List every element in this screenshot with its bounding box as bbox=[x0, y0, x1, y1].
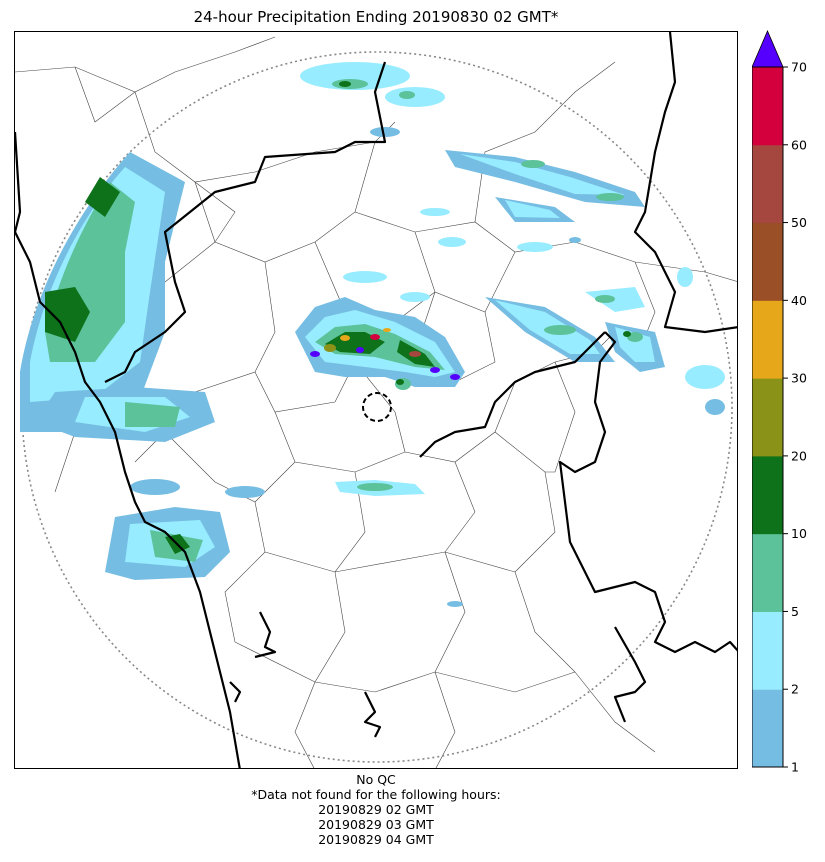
colorbar-tick-label: 30 bbox=[791, 371, 807, 386]
qc-note: No QC bbox=[356, 772, 396, 787]
precipitation-colorbar: 1 2 5 10 20 30 40 50 60 70 bbox=[752, 30, 807, 773]
district-boundaries bbox=[15, 36, 737, 768]
radar-range-ring bbox=[21, 51, 733, 763]
colorbar-ticks: 1 2 5 10 20 30 40 50 60 70 bbox=[783, 60, 807, 773]
colorbar-tick-label: 1 bbox=[791, 760, 799, 773]
colorbar-tick-label: 40 bbox=[791, 293, 807, 308]
colorbar-tick-label: 70 bbox=[791, 60, 807, 75]
colorbar-band bbox=[752, 689, 783, 768]
precipitation-field bbox=[20, 62, 725, 607]
map-canvas bbox=[15, 32, 737, 768]
colorbar-band bbox=[752, 455, 783, 535]
footer-notes: No QC *Data not found for the following … bbox=[14, 772, 738, 847]
colorbar-tick-label: 20 bbox=[791, 448, 807, 463]
colorbar-tick-label: 10 bbox=[791, 526, 807, 541]
missing-hour: 20190829 03 GMT bbox=[318, 817, 434, 832]
missing-hour: 20190829 04 GMT bbox=[318, 832, 434, 847]
colorbar-band bbox=[752, 300, 783, 379]
radar-center-marker bbox=[362, 392, 392, 422]
radar-map bbox=[14, 31, 738, 769]
missing-data-note: *Data not found for the following hours: bbox=[251, 787, 501, 802]
colorbar-band bbox=[752, 222, 783, 301]
colorbar-tick-label: 5 bbox=[791, 604, 799, 619]
colorbar-bands bbox=[752, 67, 783, 768]
colorbar-band bbox=[752, 533, 783, 612]
colorbar-overflow-triangle bbox=[752, 30, 784, 68]
colorbar-band bbox=[752, 611, 783, 690]
colorbar-tick-label: 50 bbox=[791, 215, 807, 230]
colorbar-tick-label: 2 bbox=[791, 682, 799, 697]
colorbar-band bbox=[752, 67, 783, 146]
colorbar-tick-label: 60 bbox=[791, 137, 807, 152]
colorbar-band bbox=[752, 144, 783, 224]
colorbar-band bbox=[752, 378, 783, 457]
missing-hour: 20190829 02 GMT bbox=[318, 802, 434, 817]
map-title: 24-hour Precipitation Ending 20190830 02… bbox=[193, 8, 559, 26]
state-boundaries bbox=[15, 32, 737, 768]
colorbar-outline bbox=[752, 66, 784, 768]
